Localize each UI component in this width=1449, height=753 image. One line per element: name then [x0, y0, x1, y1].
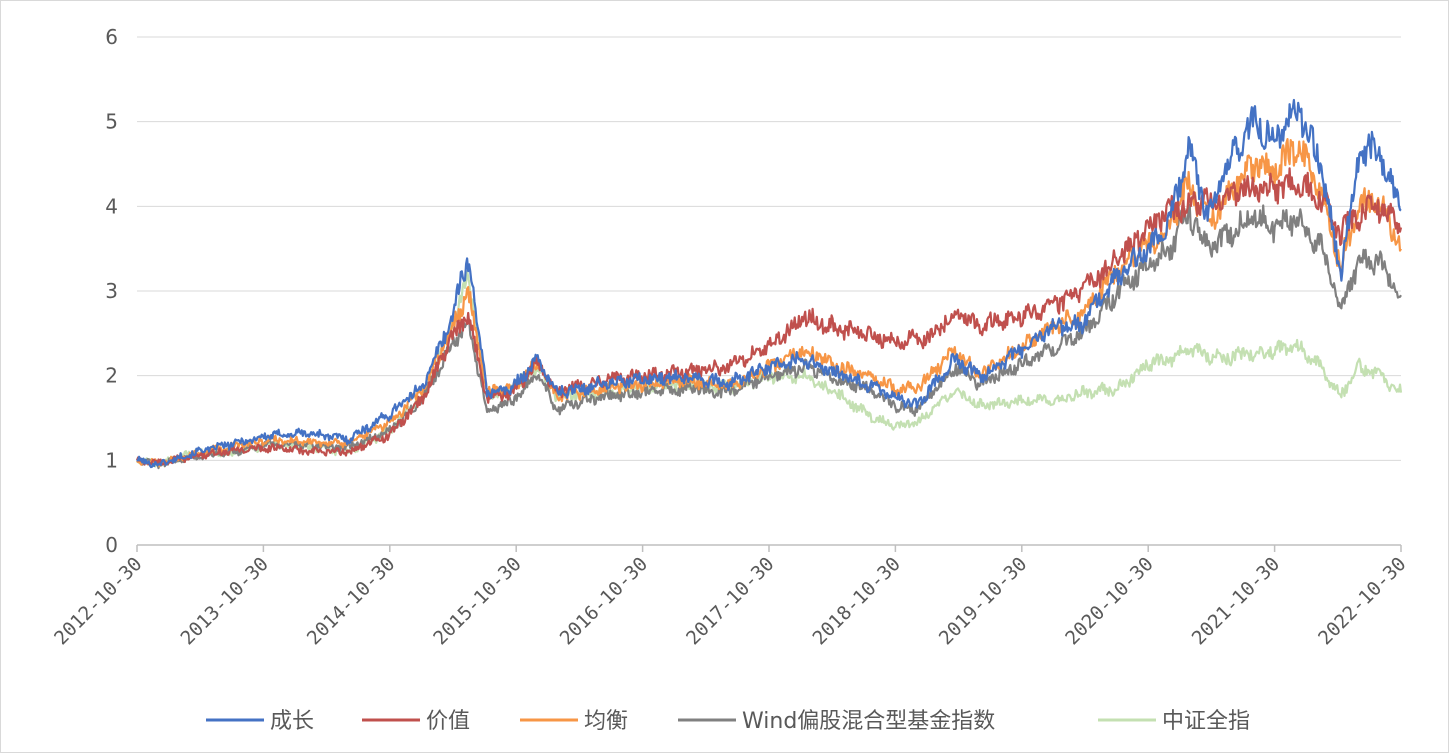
x-tick-label: 2022-10-30 [1314, 553, 1410, 649]
x-axis: 2012-10-30 2013-10-30 2014-10-30 2015-10-30… [50, 544, 1411, 649]
y-tick-label: 5 [105, 110, 118, 134]
series-line-3 [136, 203, 1402, 470]
y-tick-label: 3 [105, 279, 118, 303]
y-tick-label: 6 [105, 25, 118, 49]
legend-label: 中证全指 [1162, 709, 1250, 734]
series-line-1 [135, 167, 1403, 466]
legend-label: 价值 [426, 709, 470, 734]
x-tick-label: 2020-10-30 [1061, 553, 1157, 649]
y-tick-label: 2 [105, 364, 118, 388]
x-tick-label: 2019-10-30 [935, 553, 1031, 649]
gridlines [137, 36, 1401, 461]
x-tick-label: 2021-10-30 [1188, 553, 1284, 649]
x-tick-label: 2018-10-30 [808, 553, 904, 649]
x-tick-label: 2012-10-30 [50, 553, 146, 649]
x-tick-label: 2015-10-30 [429, 553, 525, 649]
series-line-0 [136, 98, 1402, 469]
series-lines [135, 98, 1403, 470]
x-tick-label: 2017-10-30 [682, 553, 778, 649]
y-tick-label: 0 [105, 533, 118, 557]
x-tick-label: 2013-10-30 [176, 553, 272, 649]
legend-label: 成长 [270, 709, 314, 734]
y-axis-ticks: 0 1 2 3 4 5 6 [105, 25, 118, 557]
x-tick-label: 2016-10-30 [556, 553, 652, 649]
legend: 成长 价值 均衡 Wind偏股混合型基金指数 中证全指 [206, 709, 1250, 734]
legend-label: 均衡 [584, 709, 628, 734]
y-tick-label: 1 [105, 448, 118, 472]
x-tick-label: 2014-10-30 [303, 553, 399, 649]
y-tick-label: 4 [105, 194, 118, 218]
legend-label: Wind偏股混合型基金指数 [742, 709, 995, 734]
series-line-2 [136, 138, 1402, 468]
